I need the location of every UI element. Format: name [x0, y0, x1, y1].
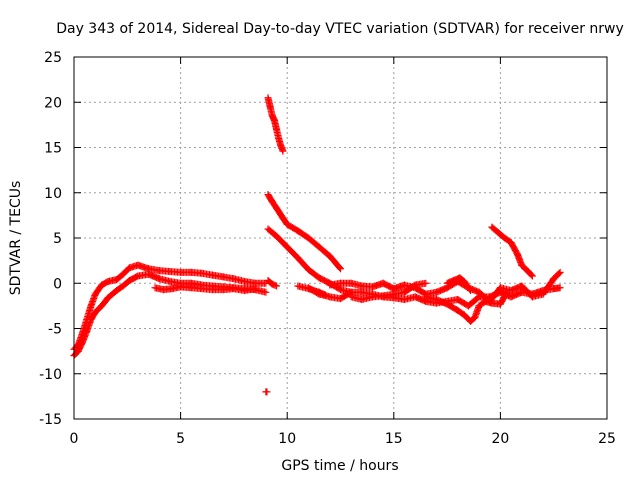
x-axis-label: GPS time / hours — [281, 458, 398, 474]
data-point — [503, 288, 511, 296]
y-tick-label: 20 — [44, 95, 62, 111]
data-point — [251, 285, 259, 293]
data-point — [263, 388, 271, 396]
data-point — [502, 290, 510, 298]
data-point — [467, 286, 475, 294]
grid — [74, 57, 607, 419]
y-tick-label: 25 — [44, 50, 62, 66]
data-point — [271, 281, 279, 289]
scatter-points — [70, 94, 564, 396]
data-point — [555, 269, 563, 277]
y-tick-label: -5 — [48, 322, 62, 338]
data-point — [527, 271, 535, 279]
x-tick-label: 20 — [491, 431, 509, 447]
series-afternoon-band — [305, 268, 564, 325]
series-main-band — [70, 261, 270, 360]
y-tick-label: 15 — [44, 141, 62, 157]
x-tick-label: 0 — [70, 431, 79, 447]
data-point — [337, 265, 344, 273]
y-axis-label: SDTVAR / TECUs — [8, 181, 24, 296]
y-tick-label: 5 — [53, 231, 62, 247]
data-point — [262, 288, 270, 296]
x-tick-label: 15 — [385, 431, 403, 447]
data-point — [422, 279, 430, 287]
chart-title: Day 343 of 2014, Sidereal Day-to-day VTE… — [56, 21, 624, 37]
data-point — [322, 291, 330, 299]
y-tick-label: 0 — [53, 276, 62, 292]
series-descending-arcs — [264, 94, 536, 299]
x-tick-labels: 0 5 10 15 20 25 — [70, 431, 616, 447]
x-tick-label: 25 — [598, 431, 616, 447]
y-tick-label: -10 — [39, 367, 62, 383]
x-tick-label: 5 — [176, 431, 185, 447]
series-outlier — [262, 388, 271, 396]
data-point — [273, 282, 281, 290]
x-tick-label: 10 — [278, 431, 296, 447]
data-point — [556, 268, 564, 276]
data-point — [336, 264, 344, 272]
y-tick-labels: -15 -10 -5 0 5 10 15 20 25 — [39, 50, 62, 428]
y-tick-label: -15 — [39, 412, 62, 428]
data-point — [528, 272, 536, 280]
data-point — [279, 147, 287, 155]
data-point — [466, 285, 474, 293]
axis-ticks — [73, 56, 608, 420]
data-point — [556, 284, 564, 292]
y-tick-label: 10 — [44, 186, 62, 202]
data-point — [347, 288, 355, 296]
